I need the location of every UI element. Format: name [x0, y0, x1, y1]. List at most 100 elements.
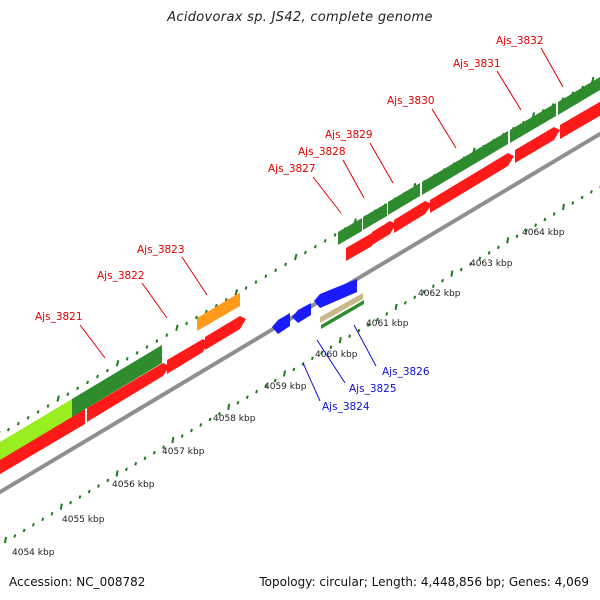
- tick-mark: [124, 467, 128, 472]
- tick-mark: [50, 511, 54, 516]
- tick-mark: [105, 368, 109, 373]
- gene-lightgreen[interactable]: [0, 399, 72, 466]
- tick-mark: [580, 195, 584, 200]
- topology-text: Topology: circular; Length: 4,448,856 bp…: [259, 575, 589, 589]
- tick-mark: [96, 374, 99, 379]
- gene-red-2[interactable]: [87, 363, 170, 422]
- gene-red-8[interactable]: [430, 153, 514, 213]
- gene-leader-line: [141, 282, 168, 319]
- gene-blue-1[interactable]: [272, 313, 290, 334]
- tick-mark: [13, 534, 17, 538]
- gene-leader-line: [540, 47, 564, 88]
- gene-label-forward[interactable]: Ajs_3821: [35, 311, 83, 323]
- gene-tan[interactable]: [320, 293, 363, 323]
- tick-mark: [487, 251, 491, 255]
- tick-mark: [264, 274, 268, 279]
- tick-mark: [323, 238, 327, 243]
- gene-blue-2[interactable]: [292, 303, 311, 323]
- scale-label: 4054 kbp: [12, 548, 55, 558]
- tick-mark: [264, 384, 268, 388]
- tick-mark: [41, 517, 45, 522]
- scale-label: 4060 kbp: [315, 350, 358, 360]
- gene-green-3[interactable]: [363, 203, 387, 230]
- tick-mark: [236, 400, 240, 405]
- tick-mark: [86, 380, 90, 385]
- gene-red-10[interactable]: [560, 96, 600, 139]
- tick-mark: [431, 284, 435, 289]
- tick-mark: [543, 217, 547, 222]
- gene-label-reverse[interactable]: Ajs_3826: [382, 366, 430, 378]
- gene-red-5[interactable]: [346, 233, 372, 261]
- scale-label: 4059 kbp: [264, 382, 307, 392]
- gene-red-6[interactable]: [372, 221, 396, 245]
- gene-label-forward[interactable]: Ajs_3832: [496, 35, 544, 47]
- gene-green-reverse[interactable]: [321, 300, 364, 329]
- tick-mark: [376, 317, 379, 322]
- tick-mark: [36, 410, 40, 414]
- tick-mark: [87, 489, 91, 494]
- tick-mark: [135, 351, 139, 355]
- map-title: Acidovorax sp. JS42, complete genome: [167, 10, 433, 25]
- tick-mark: [16, 421, 20, 426]
- tick-mark: [413, 295, 417, 300]
- gene-leader-line: [181, 256, 208, 296]
- gene-label-forward[interactable]: Ajs_3823: [137, 244, 185, 256]
- gene-green-4[interactable]: [388, 183, 420, 215]
- tick-mark: [185, 321, 189, 326]
- tick-mark: [76, 386, 80, 391]
- scale-label: 4061 kbp: [366, 319, 409, 329]
- gene-red-1[interactable]: [0, 409, 85, 480]
- gene-label-forward[interactable]: Ajs_3822: [97, 270, 145, 282]
- tick-mark: [459, 267, 463, 272]
- gene-blue-3[interactable]: [314, 279, 357, 308]
- gene-label-forward[interactable]: Ajs_3831: [453, 58, 501, 70]
- gene-red-7[interactable]: [394, 201, 432, 233]
- gene-red-4[interactable]: [205, 316, 246, 350]
- gene-label-forward[interactable]: Ajs_3828: [298, 146, 346, 158]
- gene-label-reverse[interactable]: Ajs_3825: [349, 383, 397, 395]
- scale-labels: 4054 kbp 4055 kbp 4056 kbp 4057 kbp 4058 kbp…: [12, 228, 565, 558]
- tick-mark: [165, 333, 169, 338]
- tick-mark: [22, 528, 26, 533]
- tick-mark: [106, 478, 110, 483]
- tick-track-upper: [0, 76, 595, 434]
- tick-mark: [46, 404, 50, 408]
- tick-mark: [255, 389, 259, 394]
- tick-mark: [441, 278, 445, 283]
- tick-mark: [394, 303, 398, 311]
- tick-mark: [227, 403, 231, 410]
- gene-green-2[interactable]: [338, 218, 362, 245]
- tick-mark: [292, 367, 296, 372]
- gene-green-1[interactable]: [72, 345, 162, 417]
- gene-label-reverse[interactable]: Ajs_3824: [322, 401, 370, 413]
- tick-mark: [204, 309, 208, 314]
- forward-cds-row: [0, 96, 600, 480]
- scale-label: 4055 kbp: [62, 515, 105, 525]
- gene-green-6[interactable]: [510, 103, 556, 143]
- tick-mark: [320, 350, 324, 355]
- gene-label-forward[interactable]: Ajs_3830: [387, 95, 435, 107]
- tick-mark: [450, 270, 454, 277]
- gene-label-forward[interactable]: Ajs_3829: [325, 129, 373, 141]
- tick-mark: [283, 370, 286, 377]
- gene-labels: Ajs_3821 Ajs_3822 Ajs_3823 Ajs_3827 Ajs_3828…: [35, 35, 564, 413]
- tick-mark: [199, 423, 203, 427]
- tick-mark: [524, 228, 528, 233]
- tick-mark: [26, 415, 30, 420]
- tick-mark: [506, 237, 510, 244]
- scale-label: 4063 kbp: [470, 259, 513, 269]
- gene-red-9[interactable]: [515, 127, 560, 163]
- gene-label-forward[interactable]: Ajs_3827: [268, 163, 316, 175]
- tick-mark: [162, 445, 166, 449]
- gene-green-5[interactable]: [422, 131, 508, 195]
- tick-mark: [66, 392, 70, 397]
- tick-mark: [152, 450, 156, 455]
- gene-red-3[interactable]: [167, 339, 208, 374]
- tick-mark: [6, 427, 10, 432]
- accession-text: Accession: NC_008782: [9, 575, 146, 589]
- gene-leader-line: [302, 362, 321, 402]
- gene-leader-line: [431, 108, 457, 149]
- gene-orange[interactable]: [197, 293, 240, 331]
- tick-mark: [245, 395, 249, 400]
- gene-green-7[interactable]: [558, 71, 600, 115]
